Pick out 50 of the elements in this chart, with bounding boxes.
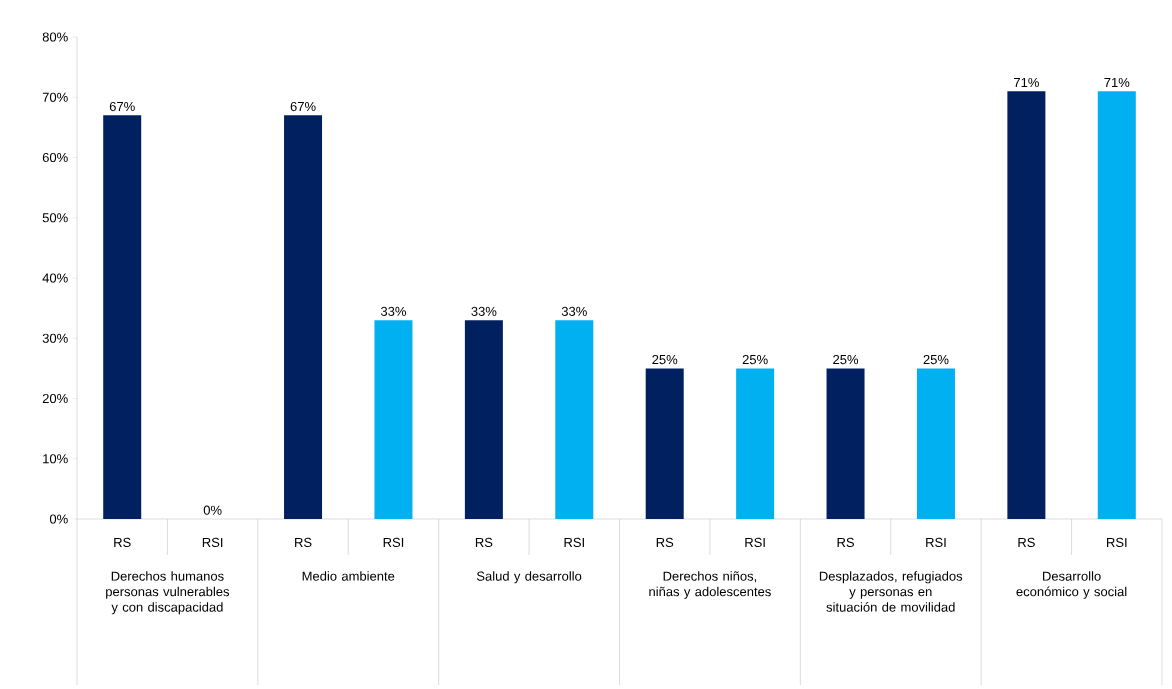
text: Medio ambiente [302,571,395,581]
x-tick-label: RSI [926,537,946,547]
x-tick-label: RSI [564,537,584,547]
x-tick-label: RSI [745,537,765,547]
bar [826,368,865,519]
y-tick-label: 30% [42,333,68,343]
y-tick-label: 0% [49,514,68,524]
bar [374,320,413,519]
x-tick-label: RS [656,537,674,547]
x-tick-label: RS [114,537,131,547]
data-label: 33% [380,306,407,316]
data-label: 25% [923,354,949,365]
bar [916,368,955,519]
data-label: 67% [290,101,316,112]
data-label: 67% [109,101,135,112]
data-label: 33% [561,306,587,316]
data-label: 0% [203,505,222,515]
bar [464,320,503,519]
y-tick-label: 40% [42,273,68,283]
data-label: 25% [652,354,678,365]
data-label: 25% [742,354,768,365]
data-label: 25% [833,354,859,365]
x-tick-label: RS [837,537,854,547]
text: Salud y desarrollo [476,571,582,584]
bar [645,368,684,519]
y-tick-label: 50% [42,213,68,223]
x-tick-label: RS [475,537,493,547]
bar [736,368,775,519]
bar [555,320,594,519]
data-label: 33% [471,306,497,316]
data-label: 71% [1104,77,1130,88]
x-tick-label: RSI [202,537,223,547]
text: Desarrollo económico y social [1016,571,1127,599]
text: Derechos niños, niñas y adolescentes [649,571,771,599]
bar [103,115,142,519]
x-tick-label: RS [295,537,312,547]
x-tick-label: RS [1018,537,1035,547]
bar [1007,91,1046,519]
y-tick-label: 60% [42,152,68,163]
data-label: 71% [1014,77,1039,88]
x-tick-label: RSI [1107,537,1127,547]
x-tick-label: RSI [383,537,404,547]
y-tick-label: 70% [42,92,68,102]
y-tick-label: 20% [42,393,68,404]
text: Desplazados, refugiados y personas en situación de movilidad [819,571,963,612]
bar [1097,91,1136,519]
text: Derechos humanos personas vulnerables y con discapacidad [106,571,230,615]
y-tick-label: 80% [42,32,68,42]
bar [284,115,323,519]
y-tick-label: 10% [43,454,68,464]
